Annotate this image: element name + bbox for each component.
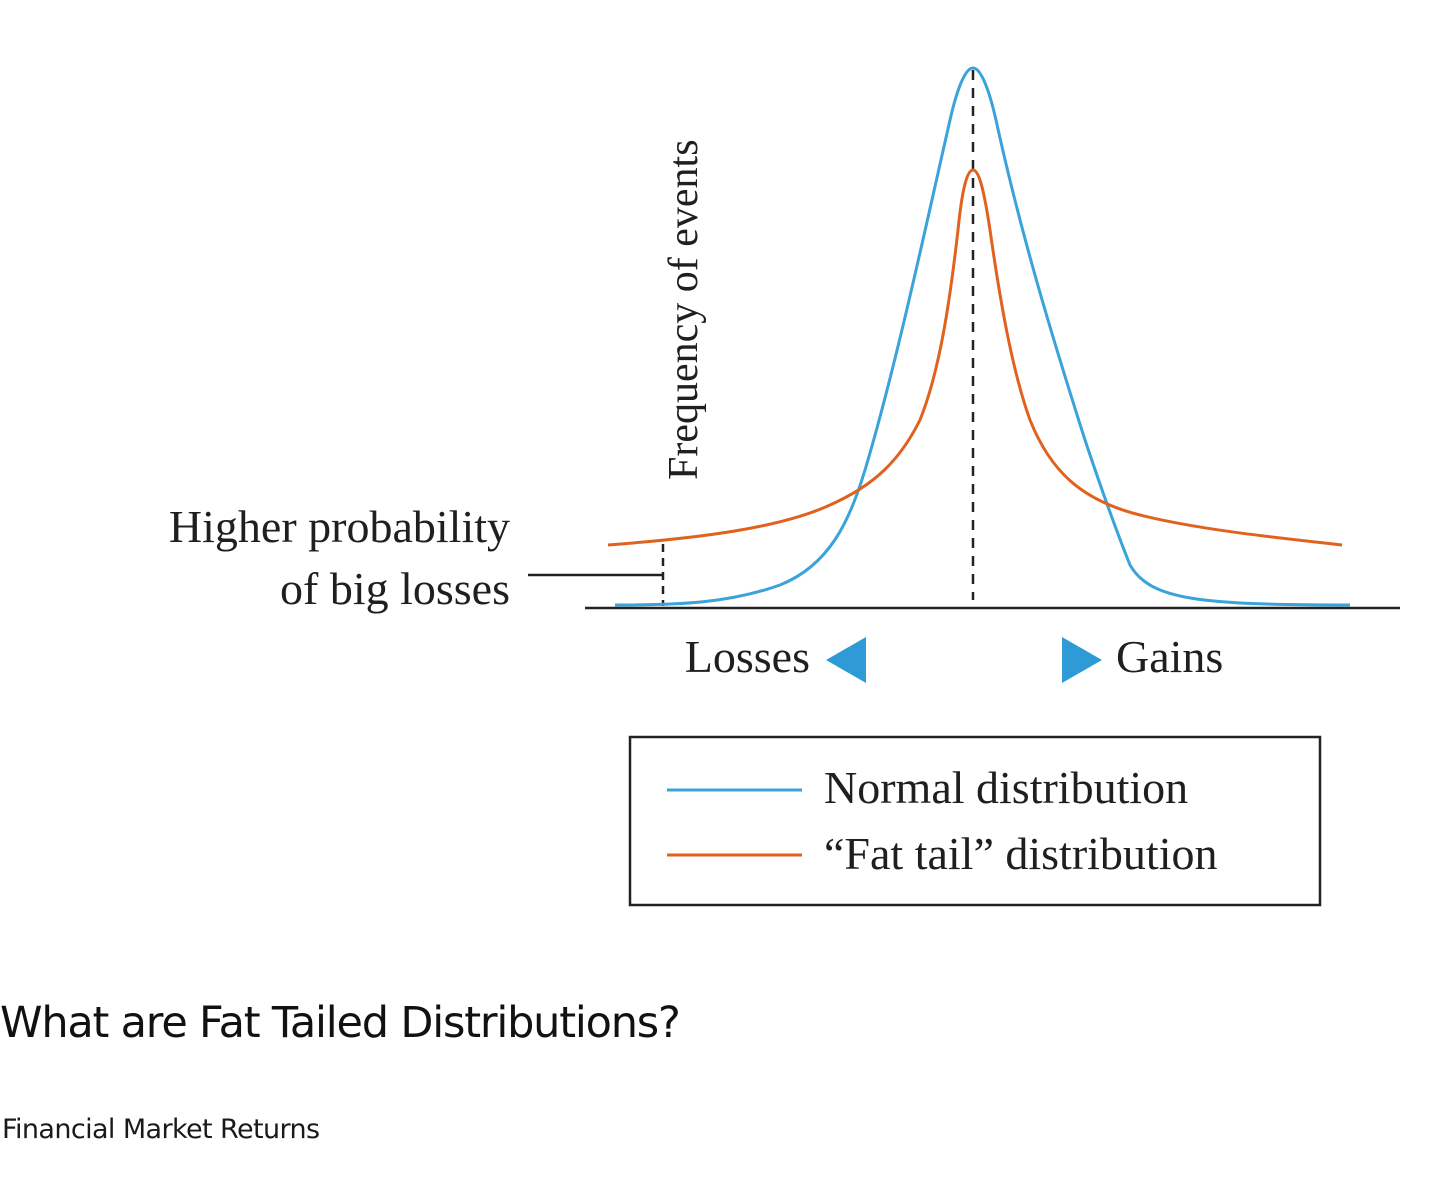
legend-label-fat-tail: “Fat tail” distribution xyxy=(824,828,1218,879)
annotation-line-1: Higher probability xyxy=(169,501,510,552)
page-heading: What are Fat Tailed Distributions? xyxy=(0,998,681,1048)
fat-tail-diagram: Frequency of events Higher probability o… xyxy=(169,66,1400,907)
legend: Normal distribution “Fat tail” distribut… xyxy=(628,735,1322,907)
normal-distribution-curve xyxy=(614,66,1351,607)
gains-label: Gains xyxy=(1116,631,1223,682)
legend-label-normal: Normal distribution xyxy=(824,762,1188,813)
fat-tail-distribution-curve xyxy=(607,168,1343,547)
legend-frame xyxy=(628,735,1322,907)
section-subheading: Financial Market Returns xyxy=(2,1114,320,1145)
annotation-line-2: of big losses xyxy=(280,563,510,614)
left-arrow-icon xyxy=(826,637,866,683)
y-axis-label: Frequency of events xyxy=(661,139,707,480)
right-arrow-icon xyxy=(1062,637,1102,683)
losses-label: Losses xyxy=(685,631,810,682)
